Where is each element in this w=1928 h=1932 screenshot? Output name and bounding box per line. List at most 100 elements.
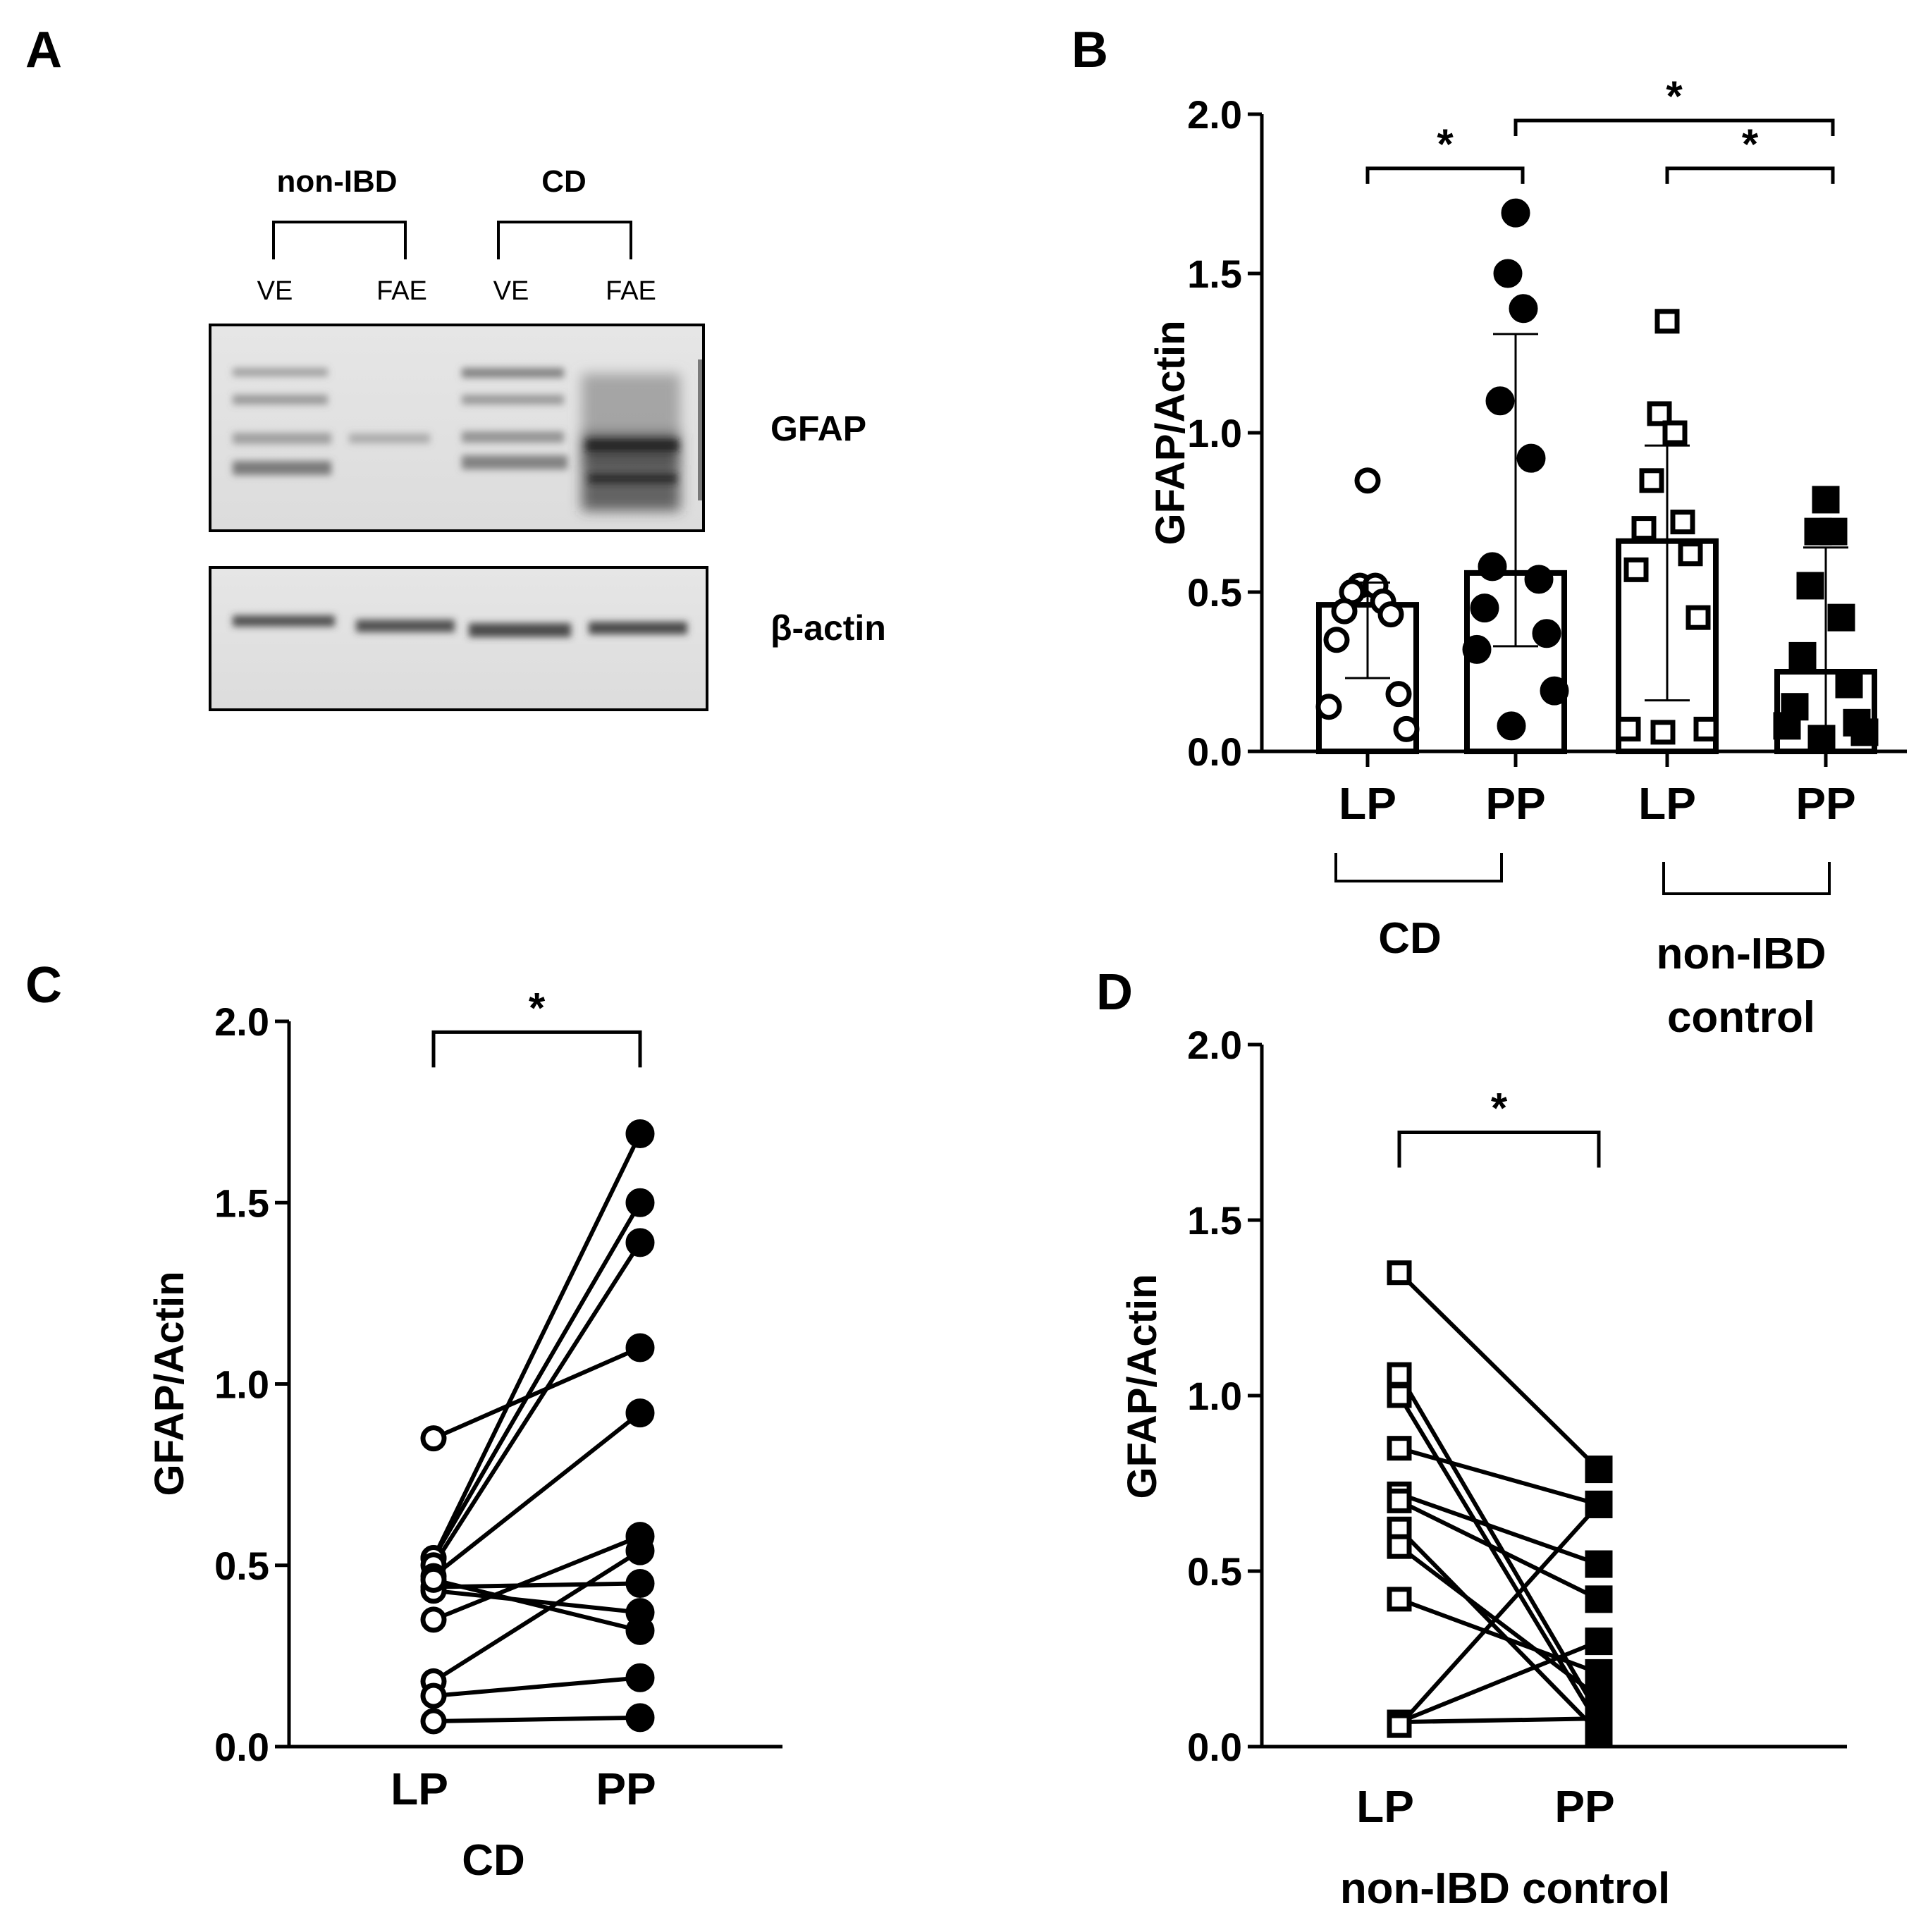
y-tick-label-b: 0.0 [1187,730,1242,774]
group-bracket-b [1662,862,1831,895]
data-point-b [1827,603,1855,632]
data-point-d-lp [1387,1383,1412,1408]
lane-label-1: VE [257,276,293,306]
data-point-d-lp [1387,1488,1412,1513]
data-point-b [1835,670,1863,699]
y-tick-label-d: 0.5 [1187,1549,1242,1594]
group-label-control: control [1667,993,1815,1042]
lane-label-3: VE [493,276,529,306]
data-point-c-pp [625,1398,655,1428]
data-point-d-pp [1585,1585,1613,1613]
data-point-b [1678,541,1703,567]
y-tick-label-c: 1.0 [214,1362,269,1407]
data-point-d-pp [1585,1659,1613,1687]
significance-bracket-b-2 [1665,166,1835,184]
group-label-non-ibd: non-IBD [1656,930,1826,978]
data-point-b [1693,716,1719,742]
pair-line-c [432,1549,641,1683]
panel-letter-d: D [1096,964,1133,1021]
significance-bracket-b-1 [1365,166,1525,184]
data-point-d-lp [1387,1713,1412,1738]
pair-line-d [1397,1503,1601,1728]
data-point-b [1616,716,1641,742]
y-axis-label-c: GFAP/Actin [147,1271,192,1496]
data-point-b [1631,516,1657,541]
y-axis-label-d: GFAP/Actin [1119,1274,1165,1499]
chart-d-plot: 0.0 0.5 1.0 1.5 2.0 LP PP * [1187,1023,1847,1832]
data-point-d-lp [1387,1587,1412,1612]
data-point-c-pp [625,1536,655,1565]
data-point-d-pp [1585,1704,1613,1733]
y-tick-label-c: 2.0 [214,999,269,1044]
x-tick-label-d: LP [1356,1781,1414,1832]
data-point-c-lp [420,1682,447,1709]
x-tick-label-c: LP [391,1764,448,1814]
data-point-b [1501,198,1530,228]
y-tick-label-d: 1.0 [1187,1374,1242,1418]
data-point-c-pp [625,1616,655,1645]
data-point-b [1639,468,1664,493]
significance-bracket-b-3 [1513,118,1835,137]
data-point-c-pp [625,1568,655,1598]
pair-line-c [431,1201,642,1559]
y-tick-label-d: 0.0 [1187,1725,1242,1769]
blot-label-beta-actin: β-actin [770,608,886,648]
y-tick-label-c: 1.5 [214,1181,269,1225]
pair-line-d [1397,1271,1601,1471]
data-point-c-pp [625,1188,655,1217]
data-point-b [1493,259,1523,288]
pair-line-c [431,1241,642,1567]
pair-line-d [1398,1597,1600,1675]
panel-c: C GFAP/Actin CD 0.0 0.5 1.0 1.5 2.0 LP PP * [25,957,782,1885]
data-point-b [1485,386,1515,416]
x-tick-label-b: LP [1339,778,1396,829]
lane-label-2: FAE [376,276,427,306]
group-label-cd: CD [1378,914,1442,963]
data-point-b [1497,711,1526,741]
pair-line-d [1398,1544,1600,1699]
data-point-b [1524,565,1554,594]
y-tick-label-b: 1.5 [1187,252,1242,296]
data-point-b [1623,557,1649,582]
x-tick-label-c: PP [596,1764,656,1814]
pair-line-d [1398,1499,1600,1601]
significance-star-b-1: * [1437,121,1454,168]
data-point-b [1773,712,1801,740]
chart-c-plot: 0.0 0.5 1.0 1.5 2.0 LP PP * [214,984,782,1814]
data-point-c-pp [625,1663,655,1692]
data-point-b [1478,552,1507,582]
panel-b: B GFAP/Actin 0.0 0.5 1.0 1.5 2.0 LP PP LP PP * * * C… [1072,22,1907,1042]
data-point-c-lp [420,1708,447,1735]
data-point-b [1532,619,1561,648]
blot-group-bracket-cd [497,221,632,259]
pair-line-d [1397,1373,1601,1716]
x-axis-title-d: non-IBD control [1340,1864,1670,1913]
data-point-b [1662,420,1688,445]
pair-line-c [433,1577,641,1633]
pair-line-c [431,1133,642,1559]
data-point-d-lp [1387,1436,1412,1461]
pair-line-d [1398,1639,1600,1724]
data-point-b [1354,467,1381,494]
group-bracket-b [1334,853,1503,882]
panel-d: D GFAP/Actin non-IBD control 0.0 0.5 1.0 1.… [1096,964,1847,1913]
significance-star-b-3: * [1666,73,1683,120]
significance-bracket-d [1397,1131,1601,1168]
data-point-b [1323,627,1350,653]
significance-star-d: * [1491,1085,1508,1132]
data-point-b [1788,641,1817,670]
blot-label-gfap: GFAP [770,409,866,448]
significance-bracket-c [431,1030,642,1068]
x-tick-label-b: LP [1638,778,1696,829]
blot-group-bracket-non-ibd [272,221,407,259]
data-point-d-pp [1585,1550,1613,1578]
significance-star-c: * [529,984,546,1031]
pair-line-d [1399,1491,1599,1566]
data-point-b [1686,605,1711,630]
y-axis-label-b: GFAP/Actin [1148,320,1193,545]
chart-b-plot: 0.0 0.5 1.0 1.5 2.0 LP PP LP PP * * * CD non-IBD contr… [1187,73,1907,1042]
gfap-blot-image [209,324,705,532]
data-point-b [1540,676,1569,706]
y-tick-label-d: 1.5 [1187,1198,1242,1243]
